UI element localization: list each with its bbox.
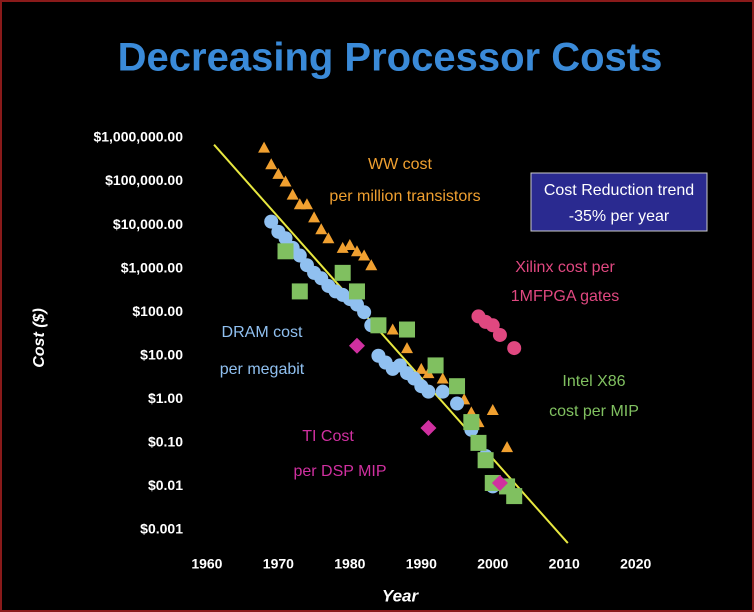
series-label: WW cost bbox=[368, 156, 433, 173]
y-tick-label: $1,000.00 bbox=[121, 259, 183, 275]
square-point bbox=[463, 414, 480, 431]
circle-point bbox=[492, 327, 507, 342]
diamond-point bbox=[420, 419, 437, 436]
x-tick-label: 2020 bbox=[620, 556, 651, 572]
chart-title: Decreasing Processor Costs bbox=[118, 36, 663, 80]
y-tick-label: $100.00 bbox=[132, 303, 183, 319]
triangle-point bbox=[415, 362, 428, 374]
triangle-point bbox=[286, 188, 299, 200]
triangle-point bbox=[401, 342, 414, 354]
square-point bbox=[277, 243, 294, 260]
circle-point bbox=[435, 384, 450, 399]
square-point bbox=[334, 264, 351, 281]
series-label: Intel X86 bbox=[562, 373, 625, 390]
series-label: DRAM cost bbox=[222, 324, 303, 341]
circle-point bbox=[421, 384, 436, 399]
y-tick-label: $0.001 bbox=[140, 521, 183, 537]
circle-point bbox=[278, 231, 293, 246]
square-point bbox=[506, 488, 523, 505]
y-tick-label: $1,000,000.00 bbox=[93, 129, 183, 145]
y-tick-label: $100,000.00 bbox=[105, 172, 183, 188]
triangle-point bbox=[501, 441, 514, 453]
square-point bbox=[348, 283, 365, 300]
triangle-point bbox=[279, 175, 292, 187]
triangle-point bbox=[358, 249, 371, 261]
x-tick-label: 2000 bbox=[477, 556, 508, 572]
series-label: cost per MIP bbox=[549, 403, 639, 420]
triangle-point bbox=[343, 238, 356, 250]
square-point bbox=[370, 317, 387, 334]
circle-point bbox=[507, 341, 522, 356]
triangle-point bbox=[265, 158, 278, 170]
square-point bbox=[477, 452, 494, 469]
triangle-point bbox=[350, 245, 363, 257]
trend-box bbox=[530, 172, 708, 232]
y-tick-label: $10,000.00 bbox=[113, 216, 183, 232]
square-point bbox=[470, 434, 487, 451]
circle-point bbox=[450, 396, 465, 411]
triangle-point bbox=[486, 403, 499, 415]
series-label: per DSP MIP bbox=[293, 463, 386, 480]
triangle-point bbox=[308, 211, 321, 223]
triangle-point bbox=[336, 241, 349, 253]
series-label: TI Cost bbox=[302, 428, 354, 445]
trend-line bbox=[213, 144, 569, 544]
circle-point bbox=[292, 248, 307, 263]
circle-point bbox=[357, 305, 372, 320]
y-tick-label: $10.00 bbox=[140, 346, 183, 362]
diamond-point bbox=[348, 337, 365, 354]
square-point bbox=[291, 283, 308, 300]
triangle-point bbox=[322, 232, 335, 244]
trend-label: -35% per year bbox=[569, 208, 670, 225]
circle-point bbox=[264, 214, 279, 229]
x-tick-label: 1980 bbox=[334, 556, 365, 572]
triangle-point bbox=[258, 141, 271, 153]
x-tick-label: 2010 bbox=[549, 556, 580, 572]
triangle-point bbox=[300, 198, 313, 210]
y-tick-label: $1.00 bbox=[148, 390, 183, 406]
series-label: per megabit bbox=[220, 361, 305, 378]
series-label: per million transistors bbox=[329, 188, 480, 205]
diamond-point bbox=[491, 474, 508, 491]
triangle-point bbox=[365, 259, 378, 271]
square-point bbox=[399, 321, 416, 338]
square-point bbox=[449, 378, 466, 395]
circle-point bbox=[485, 318, 500, 333]
triangle-point bbox=[436, 372, 449, 384]
y-tick-label: $0.01 bbox=[148, 477, 183, 493]
x-axis-label: Year bbox=[382, 586, 420, 605]
y-tick-label: $0.10 bbox=[148, 434, 183, 450]
trend-label: Cost Reduction trend bbox=[544, 182, 694, 199]
series-label: 1MFPGA gates bbox=[511, 288, 620, 305]
x-tick-label: 1990 bbox=[406, 556, 437, 572]
square-point bbox=[427, 357, 444, 374]
x-tick-label: 1970 bbox=[263, 556, 294, 572]
series-label: Xilinx cost per bbox=[515, 259, 615, 276]
y-axis-label: Cost ($) bbox=[31, 308, 48, 368]
x-tick-label: 1960 bbox=[191, 556, 222, 572]
triangle-point bbox=[272, 167, 285, 179]
triangle-point bbox=[386, 323, 399, 335]
triangle-point bbox=[315, 223, 328, 235]
